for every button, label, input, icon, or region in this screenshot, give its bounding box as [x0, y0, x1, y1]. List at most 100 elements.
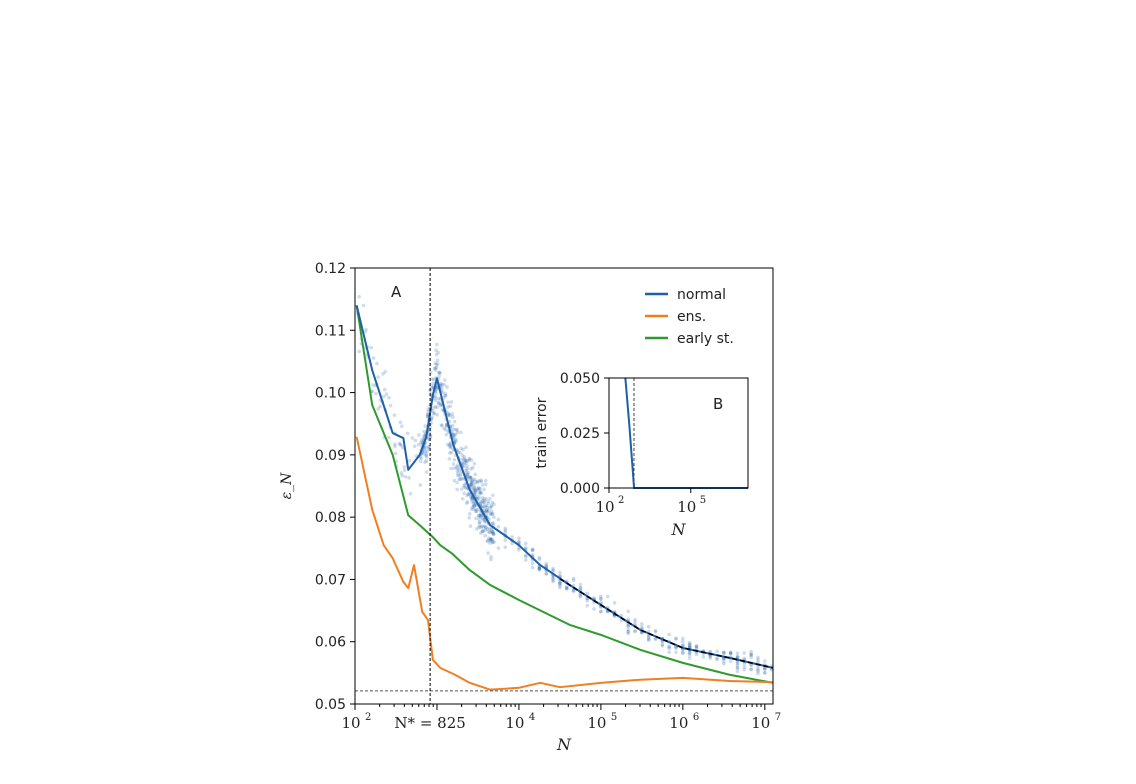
- scatter-point: [472, 482, 477, 487]
- scatter-point: [488, 496, 492, 501]
- scatter-point: [444, 424, 449, 429]
- scatter-point: [434, 352, 439, 357]
- scatter-point: [491, 532, 496, 537]
- scatter-point: [544, 564, 549, 568]
- scatter-point: [460, 461, 465, 466]
- scatter-point: [477, 486, 481, 490]
- y-tick-label: 0.08: [315, 510, 346, 526]
- scatter-point: [469, 482, 474, 486]
- scatter-point: [431, 406, 435, 410]
- scatter-point: [428, 370, 433, 375]
- scatter-point: [432, 366, 437, 371]
- scatter-point: [393, 451, 398, 456]
- scatter-point: [433, 396, 437, 400]
- scatter-point: [681, 639, 685, 644]
- scatter-point: [479, 524, 484, 528]
- scatter-point: [530, 548, 535, 553]
- scatter-point: [430, 409, 435, 414]
- scatter-point: [491, 539, 495, 544]
- scatter-point: [544, 561, 549, 566]
- scatter-point: [407, 458, 412, 463]
- scatter-point: [469, 480, 474, 484]
- scatter-point: [674, 636, 678, 641]
- scatter-point: [450, 412, 455, 416]
- scatter-point: [749, 667, 753, 672]
- scatter-point: [490, 537, 494, 542]
- scatter-point: [442, 426, 446, 431]
- scatter-point: [496, 546, 501, 550]
- scatter-point: [425, 449, 429, 454]
- scatter-point: [728, 659, 733, 664]
- scatter-point: [749, 653, 753, 657]
- scatter-point: [503, 545, 508, 550]
- scatter-point: [517, 539, 521, 544]
- scatter-point: [455, 430, 460, 435]
- scatter-point: [482, 508, 487, 513]
- scatter-point: [475, 479, 480, 484]
- scatter-point: [523, 545, 528, 550]
- scatter-point: [469, 496, 474, 500]
- scatter-point: [681, 651, 685, 655]
- scatter-point: [599, 594, 603, 599]
- scatter-point: [599, 600, 603, 604]
- scatter-point: [681, 643, 685, 648]
- scatter-point: [490, 521, 495, 526]
- scatter-point: [687, 651, 692, 655]
- scatter-point: [451, 432, 456, 437]
- x-tick-label: 10: [505, 714, 524, 732]
- scatter-point: [510, 541, 514, 546]
- scatter-point: [384, 392, 389, 397]
- scatter-point: [460, 477, 464, 481]
- scatter-point: [490, 511, 495, 516]
- scatter-point: [429, 384, 434, 389]
- scatter-point: [484, 503, 489, 508]
- scatter-point: [470, 500, 474, 504]
- scatter-point: [419, 456, 424, 461]
- line-ens: [355, 436, 774, 691]
- scatter-point: [480, 529, 485, 534]
- scatter-point: [749, 663, 753, 667]
- scatter-point: [447, 442, 452, 446]
- scatter-point: [454, 439, 458, 443]
- scatter-point: [633, 620, 637, 624]
- scatter-point: [426, 410, 430, 414]
- scatter-point: [473, 491, 478, 495]
- scatter-point: [523, 541, 528, 546]
- scatter-point: [694, 652, 699, 657]
- scatter-point: [537, 567, 542, 571]
- scatter-point: [476, 496, 480, 501]
- scatter-point: [402, 468, 407, 472]
- scatter-point: [694, 646, 699, 651]
- scatter-point: [483, 533, 488, 538]
- scatter-point: [421, 451, 426, 456]
- scatter-point: [433, 366, 438, 370]
- scatter-point: [400, 473, 404, 478]
- scatter-point: [486, 551, 490, 555]
- scatter-point: [472, 461, 477, 466]
- scatter-point: [551, 578, 555, 583]
- scatter-point: [466, 492, 470, 496]
- scatter-point: [449, 444, 454, 449]
- scatter-point: [715, 649, 719, 654]
- scatter-point: [491, 493, 495, 497]
- scatter-point: [488, 511, 493, 516]
- scatter-point: [471, 502, 476, 506]
- scatter-point: [426, 445, 431, 449]
- scatter-point: [453, 432, 457, 437]
- line-normal: [355, 305, 774, 669]
- y-tick-label: 0.10: [315, 386, 346, 402]
- scatter-point: [544, 571, 549, 576]
- scatter-point: [451, 415, 455, 420]
- scatter-point: [468, 478, 473, 482]
- x-tick-exponent: 5: [611, 712, 617, 723]
- scatter-point: [517, 540, 521, 544]
- scatter-point: [397, 441, 402, 446]
- scatter-point: [482, 497, 486, 502]
- scatter-point: [459, 430, 463, 435]
- scatter-point: [489, 512, 493, 516]
- scatter-point: [418, 459, 423, 464]
- scatter-point: [467, 512, 472, 516]
- scatter-point: [485, 509, 490, 514]
- scatter-point: [756, 666, 760, 670]
